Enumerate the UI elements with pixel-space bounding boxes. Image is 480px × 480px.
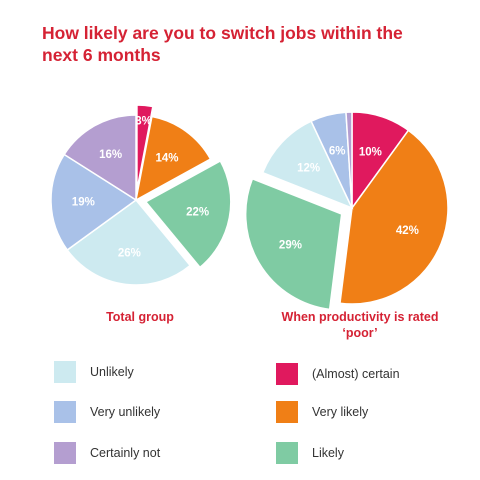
slice-label-unlikely: 12% [297,162,320,174]
pie-slice-almost-certain [136,104,154,191]
slice-label-very-likely: 14% [155,152,178,164]
pie-slice-unlikely [66,198,192,286]
pie-slice-likely [144,159,232,269]
pie-slice-very-unlikely [50,153,138,252]
legend-swatch [276,442,298,464]
legend-item-certainly-not: Certainly not [54,441,160,465]
legend-label: Very likely [312,405,369,419]
slice-label-very-unlikely: 6% [329,145,346,157]
pie-slice-likely [244,177,343,311]
legend-swatch [276,401,298,423]
legend-swatch [54,401,76,423]
legend-item-unlikely: Unlikely [54,360,134,384]
pie-total-group: 3% 14% 22% 26% 19% 16% [50,104,232,286]
legend-item-almost-certain: (Almost) certain [276,362,400,386]
chart-title: How likely are you to switch jobs within… [42,23,403,65]
legend-item-very-unlikely: Very unlikely [54,400,160,424]
legend-swatch [54,442,76,464]
pie-slice-very-likely [339,129,449,305]
slice-label-almost-certain: 10% [359,146,382,158]
legend-item-likely: Likely [276,441,344,465]
slice-label-likely: 29% [279,239,302,251]
legend-label: Likely [312,446,344,460]
slice-label-likely: 22% [186,207,209,219]
legend-item-very-likely: Very likely [276,400,368,424]
slice-label-certainly-not: 1% [340,97,357,109]
pie-productivity-poor-title: When productivity is rated ‘poor’ [281,310,439,340]
pie-productivity-poor: 10% 42% 29% 12% 6% 1% [244,97,449,311]
legend-label: (Almost) certain [312,367,400,381]
legend-label: Certainly not [90,446,161,460]
pie-slice-certainly-not [345,111,353,209]
legend-swatch [54,361,76,383]
slice-label-almost-certain: 3% [135,116,152,128]
slice-label-unlikely: 26% [118,247,141,259]
slice-label-very-unlikely: 19% [72,197,95,209]
legend-label: Unlikely [90,365,134,379]
pie-slice-certainly-not [63,114,137,202]
legend-swatch [276,363,298,385]
slice-label-certainly-not: 16% [99,149,122,161]
pie-slice-unlikely [261,120,354,210]
slice-label-very-likely: 42% [396,225,419,237]
legend-label: Very unlikely [90,405,161,419]
pie-slice-very-likely [134,115,212,202]
pie-total-group-title: Total group [106,310,174,324]
